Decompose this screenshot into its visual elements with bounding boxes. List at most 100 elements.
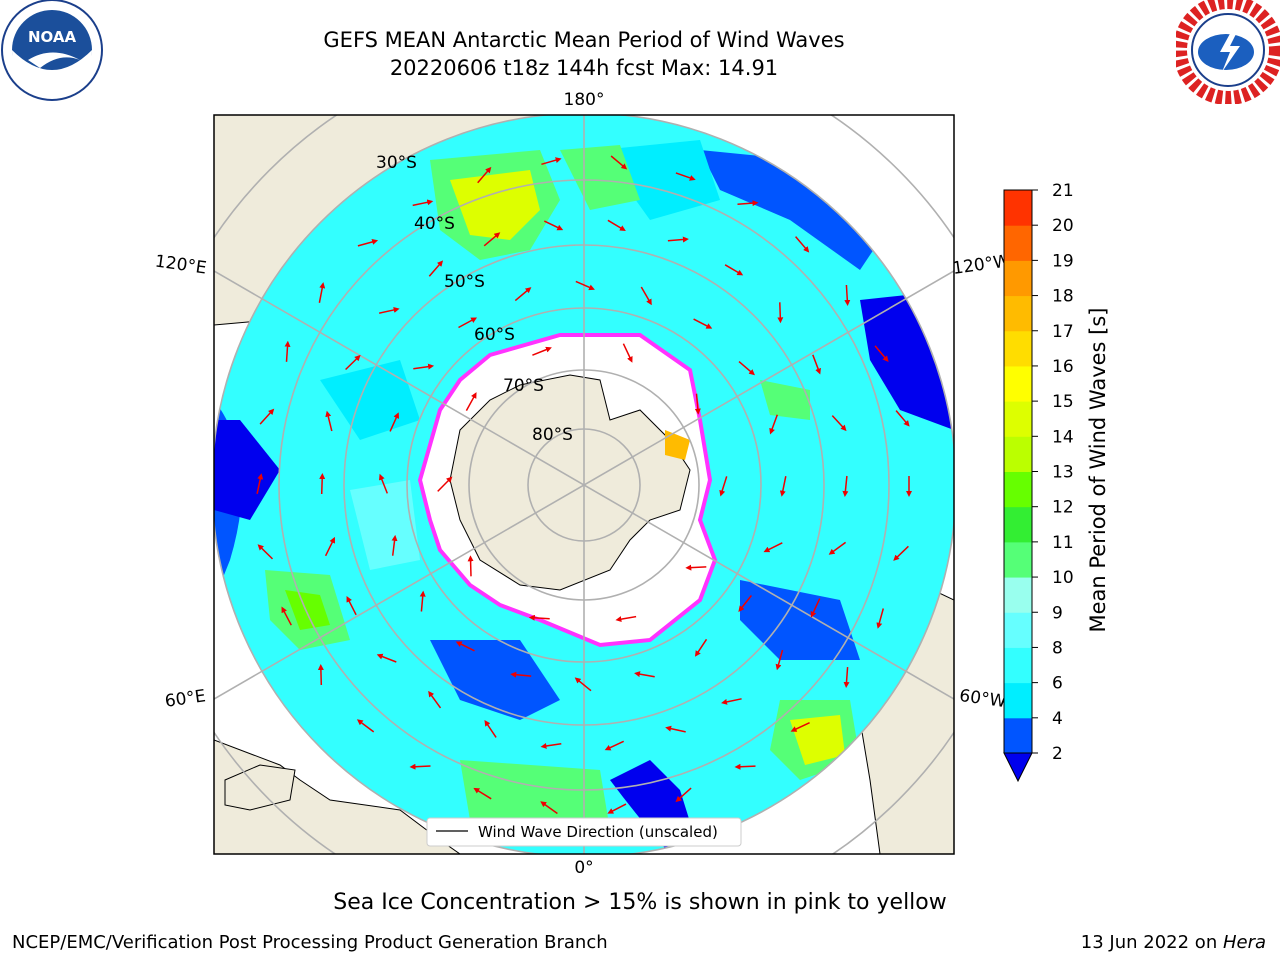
lon-label-120e: 120°E <box>154 252 208 279</box>
wind-wave-arrow <box>790 722 810 732</box>
wind-wave-arrow <box>484 720 497 738</box>
colorbar-segment <box>1004 612 1032 648</box>
map-frame <box>213 114 955 855</box>
wind-wave-arrow <box>413 363 435 370</box>
wind-wave-arrow <box>281 606 292 626</box>
wind-wave-arrow <box>540 742 562 749</box>
wind-wave-arrow <box>356 719 375 733</box>
wind-wave-arrow <box>465 392 477 411</box>
colorbar-segment <box>1004 436 1032 472</box>
colorbar-segment <box>1004 295 1032 332</box>
wind-wave-arrow <box>895 410 910 427</box>
wind-wave-arrow <box>540 801 558 815</box>
map-area: Wind Wave Direction (unscaled) <box>214 115 954 854</box>
wind-wave-arrow <box>428 260 444 277</box>
colorbar-tick-label: 4 <box>1052 709 1063 729</box>
wind-wave-arrow <box>455 641 475 652</box>
colorbar-tick-label: 15 <box>1052 392 1074 412</box>
wind-wave-arrow <box>828 541 847 555</box>
wind-wave-arrow <box>257 544 274 560</box>
ice-note: Sea Ice Concentration > 15% is shown in … <box>333 890 947 915</box>
wind-wave-arrow <box>842 475 849 497</box>
colorbar-segment <box>1004 260 1032 297</box>
wind-wave-arrow <box>532 346 552 356</box>
wind-wave-arrow <box>831 415 847 432</box>
wind-wave-arrow <box>467 555 474 577</box>
map-title: GEFS MEAN Antarctic Mean Period of Wind … <box>323 28 845 52</box>
colorbar-tick-label: 8 <box>1052 638 1063 658</box>
wind-wave-arrow <box>510 671 532 678</box>
lon-label-120w: 120°W <box>951 251 1011 279</box>
wind-wave-arrow <box>874 345 889 362</box>
wind-wave-arrow <box>317 664 324 686</box>
colorbar-tick-label: 19 <box>1052 251 1074 271</box>
colorbar-segment <box>1004 647 1032 684</box>
wind-wave-arrow <box>391 534 398 556</box>
wind-wave-arrow <box>622 343 633 363</box>
wind-wave-arrow <box>412 199 434 207</box>
wind-wave-arrow <box>319 473 326 495</box>
colorbar-segment <box>1004 330 1032 367</box>
graticule <box>214 115 954 854</box>
wind-wave-arrow <box>607 219 626 232</box>
wind-wave-arrow <box>528 614 550 621</box>
wind-wave-arrow <box>685 564 707 571</box>
wind-wave-arrow <box>724 264 744 276</box>
wind-wave-arrow <box>634 671 655 678</box>
wind-wave-arrow <box>477 166 492 184</box>
colorbar-tick-label: 20 <box>1052 216 1074 236</box>
legend-label: Wind Wave Direction (unscaled) <box>478 823 718 841</box>
wind-wave-arrow <box>779 476 787 497</box>
wind-wave-arrow <box>719 476 728 497</box>
svg-text:NOAA: NOAA <box>28 28 77 46</box>
colorbar-tick-label: 13 <box>1052 463 1074 483</box>
wind-wave-arrow <box>694 393 701 415</box>
colorbar: 2 4 6 8 9 10 11 12 13 14 15 16 17 18 19 20 21 <box>1003 181 1074 783</box>
wind-wave-arrow <box>734 763 756 770</box>
lon-label-60e: 60°E <box>164 686 207 711</box>
wind-wave-arrow <box>763 542 783 553</box>
wind-wave-arrow <box>389 412 400 432</box>
wind-wave-arrow <box>844 284 851 306</box>
wind-wave-arrow <box>693 318 713 329</box>
colorbar-tick-label: 21 <box>1052 181 1074 201</box>
machine-name: Hera <box>1222 932 1266 953</box>
wind-wave-arrow <box>458 317 478 329</box>
colorbar-segment <box>1004 717 1032 754</box>
lat-label-70s: 70°S <box>503 376 544 396</box>
colorbar-segment <box>1004 506 1032 543</box>
colorbar-tick-label: 11 <box>1052 533 1074 553</box>
map-legend: Wind Wave Direction (unscaled) <box>426 817 742 847</box>
colorbar-tick-label: 18 <box>1052 287 1074 307</box>
wind-wave-arrow <box>607 803 627 814</box>
wind-wave-arrow <box>259 408 275 425</box>
wind-wave-arrow <box>615 615 637 623</box>
credit-text: NCEP/EMC/Verification Post Processing Pr… <box>12 932 608 953</box>
colorbar-segment <box>1004 190 1032 226</box>
wind-wave-arrow <box>543 220 564 231</box>
colorbar-under-triangle <box>1003 752 1033 783</box>
land-madagascar <box>224 764 296 811</box>
wind-wave-arrow <box>483 232 501 247</box>
wind-wave-arrows <box>256 155 912 815</box>
wind-wave-arrow <box>378 307 400 314</box>
colorbar-tick-label: 9 <box>1052 603 1063 623</box>
wind-wave-arrow <box>473 787 492 800</box>
lat-label-80s: 80°S <box>532 425 573 445</box>
wind-wave-arrow <box>325 410 333 432</box>
wind-wave-arrow <box>721 698 742 705</box>
wind-wave-arrow <box>324 536 335 557</box>
wind-wave-arrow <box>514 287 532 302</box>
wind-wave-arrow <box>346 596 357 616</box>
colorbar-segment <box>1004 682 1032 719</box>
lat-label-60s: 60°S <box>474 325 515 345</box>
wind-wave-arrow <box>428 690 442 709</box>
wind-wave-arrow <box>665 725 686 733</box>
colorbar-segment <box>1004 471 1032 508</box>
colorbar-tick-label: 10 <box>1052 568 1074 588</box>
wind-wave-arrow <box>737 200 759 207</box>
wind-wave-arrow <box>409 763 431 770</box>
wind-wave-arrow <box>694 638 708 657</box>
colorbar-segment <box>1004 401 1032 437</box>
